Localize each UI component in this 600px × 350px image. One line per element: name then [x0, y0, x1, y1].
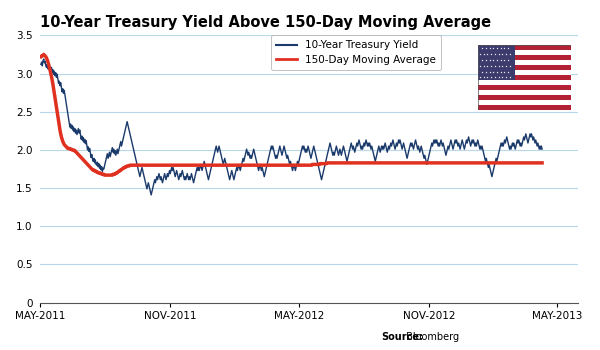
- Bar: [478, 90, 571, 95]
- Bar: [478, 46, 515, 80]
- Bar: [478, 55, 571, 61]
- Text: Source:: Source:: [381, 332, 423, 342]
- Bar: [478, 75, 571, 80]
- Text: 10-Year Treasury Yield Above 150-Day Moving Average: 10-Year Treasury Yield Above 150-Day Mov…: [40, 15, 491, 30]
- Text: Bloomberg: Bloomberg: [403, 332, 460, 342]
- Bar: [478, 50, 571, 55]
- Bar: [478, 70, 571, 75]
- Legend: 10-Year Treasury Yield, 150-Day Moving Average: 10-Year Treasury Yield, 150-Day Moving A…: [271, 35, 441, 70]
- Bar: [478, 105, 571, 110]
- Bar: [478, 95, 571, 100]
- Bar: [478, 85, 571, 90]
- Bar: [478, 65, 571, 70]
- Bar: [478, 61, 571, 65]
- Bar: [478, 80, 571, 85]
- Bar: [478, 100, 571, 105]
- Bar: [478, 46, 571, 50]
